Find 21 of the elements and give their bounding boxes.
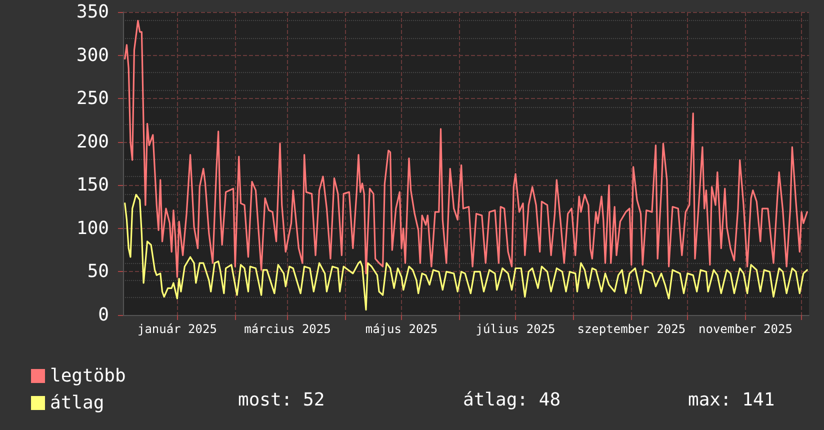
y-tick-label: 150: [76, 174, 109, 196]
x-tick-label: március 2025: [244, 322, 331, 336]
x-tick-label: május 2025: [365, 322, 438, 336]
x-tick-label: november 2025: [698, 322, 792, 336]
y-tick-label: 350: [76, 2, 109, 22]
y-tick-label: 0: [98, 304, 109, 326]
legend-label: átlag: [50, 392, 104, 414]
text: max: 141: [688, 390, 775, 410]
text: most: 52: [238, 390, 325, 410]
x-tick-label: szeptember 2025: [577, 322, 686, 336]
text: átlag: 48: [463, 390, 561, 410]
line-series: [124, 20, 808, 278]
legend-label: legtöbb: [50, 366, 126, 386]
y-tick-label: 250: [76, 88, 109, 110]
y-tick-label: 100: [76, 218, 109, 239]
y-tick-label: 200: [76, 131, 109, 152]
x-tick-label: január 2025: [137, 322, 217, 336]
line-series: [124, 194, 808, 311]
y-tick-label: 50: [87, 261, 109, 282]
x-tick-label: július 2025: [476, 322, 556, 336]
y-tick-label: 300: [76, 44, 109, 66]
